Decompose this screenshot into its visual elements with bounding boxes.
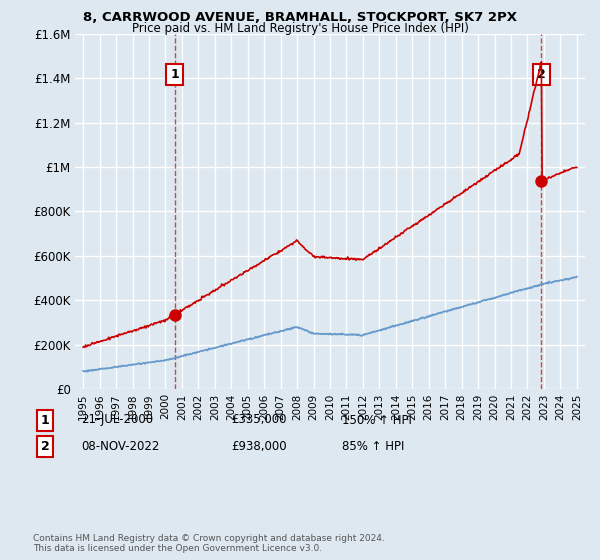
Text: 08-NOV-2022: 08-NOV-2022 [81, 440, 160, 454]
Text: 2: 2 [41, 440, 49, 454]
Text: 85% ↑ HPI: 85% ↑ HPI [342, 440, 404, 454]
Text: £335,000: £335,000 [231, 413, 287, 427]
Text: 2: 2 [537, 68, 546, 81]
Text: 21-JUL-2000: 21-JUL-2000 [81, 413, 153, 427]
Text: £938,000: £938,000 [231, 440, 287, 454]
Text: 1: 1 [170, 68, 179, 81]
Text: Contains HM Land Registry data © Crown copyright and database right 2024.
This d: Contains HM Land Registry data © Crown c… [33, 534, 385, 553]
Text: 150% ↑ HPI: 150% ↑ HPI [342, 413, 412, 427]
Text: 8, CARRWOOD AVENUE, BRAMHALL, STOCKPORT, SK7 2PX: 8, CARRWOOD AVENUE, BRAMHALL, STOCKPORT,… [83, 11, 517, 24]
Text: Price paid vs. HM Land Registry's House Price Index (HPI): Price paid vs. HM Land Registry's House … [131, 22, 469, 35]
Text: 1: 1 [41, 413, 49, 427]
